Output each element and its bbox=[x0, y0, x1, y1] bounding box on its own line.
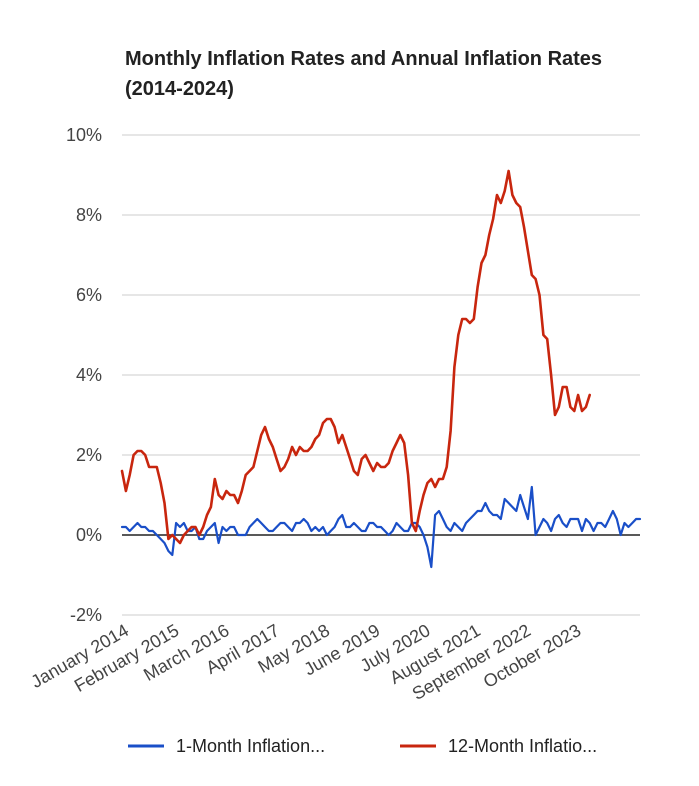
legend-item-1[interactable]: 1-Month Inflation... bbox=[128, 736, 325, 756]
y-axis-ticks: -2% 0% 2% 4% 6% 8% 10% bbox=[66, 125, 102, 625]
legend-label: 1-Month Inflation... bbox=[176, 736, 325, 756]
series-line-2 bbox=[120, 169, 592, 545]
y-tick-label: 4% bbox=[76, 365, 102, 385]
legend[interactable]: 1-Month Inflation... 12-Month Inflatio... bbox=[128, 736, 597, 756]
chart-title: Monthly Inflation Rates and Annual Infla… bbox=[125, 48, 603, 100]
y-tick-label: 8% bbox=[76, 205, 102, 225]
series-line-1 bbox=[120, 485, 642, 569]
y-tick-label: 2% bbox=[76, 445, 102, 465]
legend-item-2[interactable]: 12-Month Inflatio... bbox=[400, 736, 597, 756]
y-tick-label: 10% bbox=[66, 125, 102, 145]
y-tick-label: 0% bbox=[76, 525, 102, 545]
y-tick-label: -2% bbox=[70, 605, 102, 625]
legend-label: 12-Month Inflatio... bbox=[448, 736, 597, 756]
series-lines bbox=[120, 169, 642, 569]
gridlines bbox=[122, 134, 640, 616]
y-tick-label: 6% bbox=[76, 285, 102, 305]
